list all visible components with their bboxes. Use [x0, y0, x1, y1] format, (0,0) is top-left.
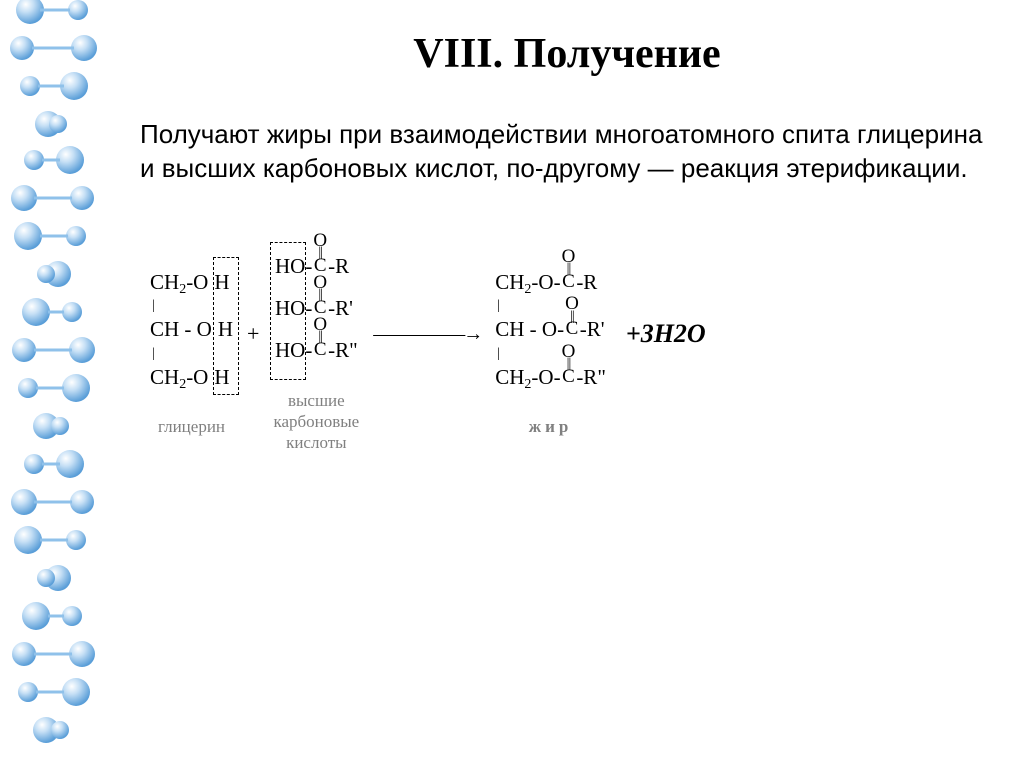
reaction-equation: CH2-OH | CH - OH | CH2-OH глицерин + HO-…	[150, 246, 994, 454]
acids-molecule: HO- O||C -R HO- O||C -R' HO- O||C -R" вы…	[273, 246, 359, 454]
reaction-arrow: ―――――→	[373, 323, 481, 346]
dna-border-decoration	[0, 0, 120, 768]
slide-description: Получают жиры при взаимодействии многоат…	[140, 118, 994, 186]
dna-svg	[0, 0, 120, 768]
fat-molecule: CH2-O- O||C -R | CH - O- O||C -R' | CH2-…	[495, 261, 606, 437]
fat-label: жир	[529, 416, 573, 437]
plus-sign: +	[247, 321, 259, 347]
slide-content: VIII. Получение Получают жиры при взаимо…	[140, 30, 994, 453]
acids-label: высшиекарбоновыекислоты	[273, 390, 359, 454]
water-byproduct: +3H2O	[626, 319, 706, 349]
glycerol-molecule: CH2-OH | CH - OH | CH2-OH глицерин	[150, 261, 233, 437]
glycerol-label: глицерин	[158, 416, 225, 437]
slide-title: VIII. Получение	[140, 30, 994, 78]
